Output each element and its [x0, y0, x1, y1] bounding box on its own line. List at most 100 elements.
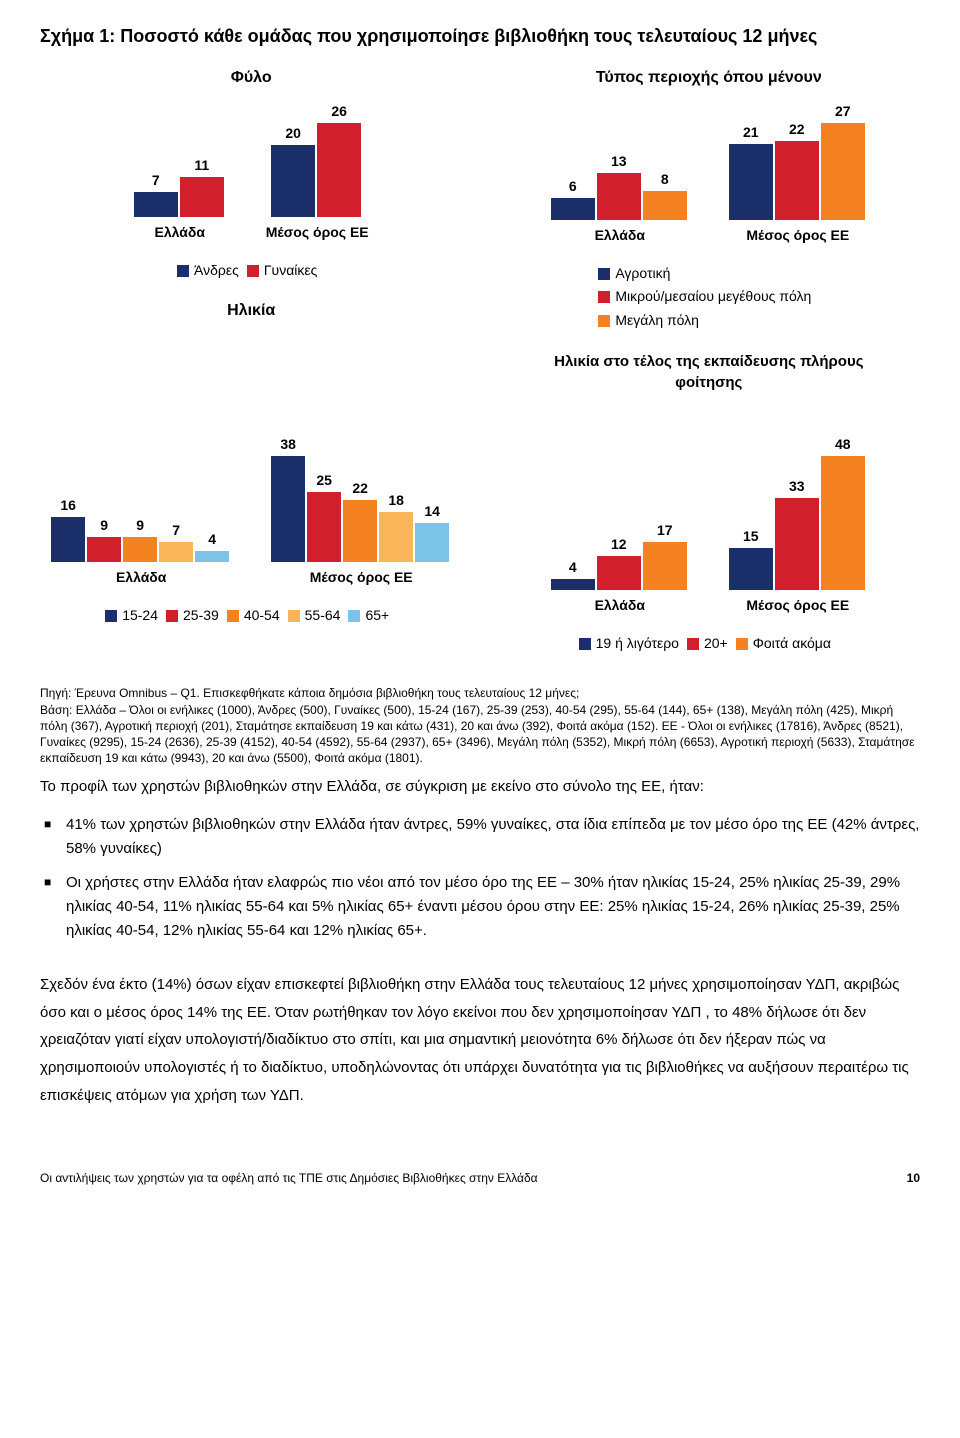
chart-bar: 13 [597, 152, 641, 221]
bar-value-label: 6 [569, 177, 577, 197]
chart-group: 41217Ελλάδα [551, 521, 689, 616]
footer-left: Οι αντιλήψεις των χρηστών για τα οφέλη α… [40, 1170, 538, 1187]
footer-page-number: 10 [907, 1170, 920, 1187]
bar-value-label: 9 [100, 516, 108, 536]
bar-rect [343, 500, 377, 562]
bar-rect [271, 145, 315, 217]
chart-bars: 4 1217 [551, 521, 689, 591]
legend-swatch [687, 638, 699, 650]
chart-age-area: 169974Ελλάδα3825221814Μέσος όρος ΕΕ [40, 435, 462, 588]
chart-area-title: Τύπος περιοχής όπου μένουν [596, 67, 822, 89]
legend-label: Μικρού/μεσαίου μεγέθους πόλη [615, 287, 811, 307]
legend-item: 15-24 [105, 606, 158, 626]
bar-rect [597, 173, 641, 220]
bar-value-label: 27 [835, 102, 851, 122]
bar-rect [551, 198, 595, 220]
chart-edu-title: Ηλικία στο τέλος της εκπαίδευσης πλήρους… [519, 351, 899, 393]
chart-age: 169974Ελλάδα3825221814Μέσος όρος ΕΕ 15-2… [40, 435, 462, 656]
bar-value-label: 25 [316, 471, 332, 491]
chart-bar: 4 [195, 530, 229, 563]
chart-bars: 2026 [271, 102, 363, 218]
chart-bar: 12 [597, 535, 641, 591]
chart-group: 711Ελλάδα [134, 156, 226, 243]
bar-value-label: 20 [285, 124, 301, 144]
group-label: Μέσος όρος ΕΕ [310, 568, 413, 588]
legend-label: 55-64 [305, 606, 341, 626]
legend-item: 19 ή λιγότερο [579, 634, 679, 654]
bar-value-label: 4 [208, 530, 216, 550]
chart-bar: 17 [643, 521, 687, 591]
chart-bar: 9 [87, 516, 121, 563]
chart-bar: 26 [317, 102, 361, 218]
bar-value-label: 11 [194, 156, 209, 176]
bar-rect [379, 512, 413, 562]
bar-rect [729, 548, 773, 590]
legend-label: 15-24 [122, 606, 158, 626]
chart-bar: 14 [415, 502, 449, 563]
legend-item: Γυναίκες [247, 261, 318, 281]
chart-age-title: Ηλικία [227, 300, 275, 322]
legend-label: 40-54 [244, 606, 280, 626]
bar-value-label: 13 [611, 152, 627, 172]
chart-bar: 48 [821, 435, 865, 591]
chart-bar: 21 [729, 123, 773, 221]
chart-bar: 9 [123, 516, 157, 563]
page-footer: Οι αντιλήψεις των χρηστών για τα οφέλη α… [40, 1170, 920, 1187]
chart-bar: 27 [821, 102, 865, 221]
legend-swatch [177, 265, 189, 277]
bar-rect [134, 192, 178, 217]
bar-value-label: 7 [152, 171, 160, 191]
legend-item: Φοιτά ακόμα [736, 634, 831, 654]
legend-item: 65+ [348, 606, 389, 626]
chart-bar: 22 [775, 120, 819, 221]
chart-bars: 6138 [551, 152, 689, 221]
group-label: Ελλάδα [595, 226, 645, 246]
legend-label: 25-39 [183, 606, 219, 626]
legend-item: 25-39 [166, 606, 219, 626]
chart-gender-title: Φύλο [231, 67, 272, 89]
chart-group: 169974Ελλάδα [51, 496, 231, 588]
legend-swatch [598, 315, 610, 327]
chart-bar: 6 [551, 177, 595, 221]
chart-bars: 7 11 [134, 156, 226, 218]
legend-swatch [598, 268, 610, 280]
figure-title: Σχήμα 1: Ποσοστό κάθε ομάδας που χρησιμο… [40, 24, 920, 49]
bar-rect [51, 517, 85, 562]
bar-value-label: 4 [569, 558, 577, 578]
bar-value-label: 33 [789, 477, 805, 497]
chart-area-type: Τύπος περιοχής όπου μένουν 6138Ελλάδα212… [498, 67, 920, 404]
bar-rect [317, 123, 361, 217]
bar-value-label: 9 [136, 516, 144, 536]
legend-swatch [288, 610, 300, 622]
chart-edu-area: 41217Ελλάδα153348Μέσος όρος ΕΕ [498, 435, 920, 616]
legend-label: 20+ [704, 634, 728, 654]
chart-gender-legend: ΆνδρεςΓυναίκες [177, 259, 325, 283]
chart-bar: 38 [271, 435, 305, 563]
chart-age-legend: 15-24 25-39 40-54 55-64 65+ [105, 604, 397, 628]
legend-swatch [105, 610, 117, 622]
chart-group: 2026Μέσος όρος ΕΕ [266, 102, 369, 243]
legend-item: Μεγάλη πόλη [598, 311, 699, 331]
chart-edu: 41217Ελλάδα153348Μέσος όρος ΕΕ 19 ή λιγό… [498, 435, 920, 656]
legend-item: Μικρού/μεσαίου μεγέθους πόλη [598, 287, 811, 307]
bar-rect [195, 551, 229, 562]
chart-bar: 22 [343, 479, 377, 563]
chart-bar: 20 [271, 124, 315, 218]
bar-rect [271, 456, 305, 562]
legend-swatch [166, 610, 178, 622]
group-label: Μέσος όρος ΕΕ [746, 226, 849, 246]
legend-label: Μεγάλη πόλη [615, 311, 699, 331]
bar-rect [180, 177, 224, 217]
bar-rect [415, 523, 449, 562]
legend-swatch [348, 610, 360, 622]
chart-bars: 153348 [729, 435, 867, 591]
chart-gender-area: 711Ελλάδα2026Μέσος όρος ΕΕ [40, 102, 462, 243]
legend-label: Γυναίκες [264, 261, 318, 281]
intro-text: Το προφίλ των χρηστών βιβλιοθηκών στην Ε… [40, 776, 920, 799]
bar-rect [775, 141, 819, 220]
charts-row-1: Φύλο 711Ελλάδα2026Μέσος όρος ΕΕ ΆνδρεςΓυ… [40, 67, 920, 404]
chart-bar: 7 [159, 521, 193, 563]
legend-label: 19 ή λιγότερο [596, 634, 679, 654]
chart-group: 3825221814Μέσος όρος ΕΕ [271, 435, 451, 588]
legend-label: 65+ [365, 606, 389, 626]
